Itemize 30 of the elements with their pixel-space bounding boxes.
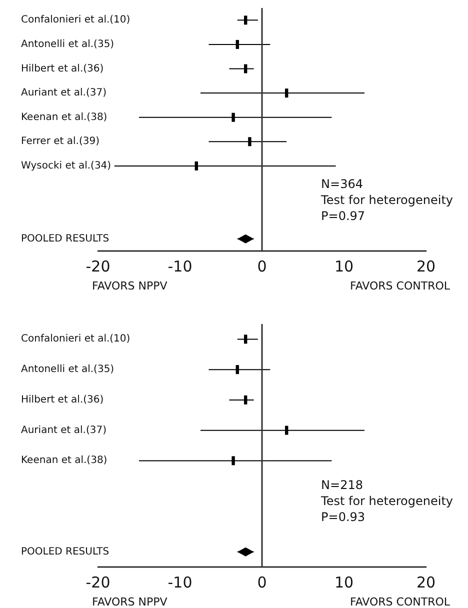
x-tick-label: 0 <box>257 258 267 276</box>
y-tick-label: Auriant et al.(37) <box>21 88 107 99</box>
y-tick-label: Keenan et al.(38) <box>21 455 108 466</box>
x-tick-label: -20 <box>86 258 110 276</box>
y-tick-label: Wysocki et al.(34) <box>21 160 112 172</box>
y-tick-label: Hilbert et al.(36) <box>21 394 104 406</box>
x-tick-label: -20 <box>86 574 110 592</box>
y-tick-label: POOLED RESULTS <box>21 546 110 558</box>
x-tick-label: -10 <box>168 574 192 592</box>
annotation: N=364 Test for heterogeneity P=0.97 <box>320 177 454 223</box>
x-tick-label: 10 <box>334 258 354 276</box>
y-tick-label: POOLED RESULTS <box>21 233 110 244</box>
y-tick-label: Auriant et al.(37) <box>21 424 107 436</box>
y-tick-label: Confalonieri et al.(10) <box>21 334 130 345</box>
text: FAVORS NPPV <box>92 596 168 608</box>
x-tick-label: 20 <box>416 258 436 276</box>
annotation: N=218 Test for heterogeneity P=0.93 <box>320 478 454 524</box>
x-tick-label: 10 <box>334 574 354 592</box>
text: FAVORS CONTROL <box>350 596 451 608</box>
x-tick-label: 0 <box>257 574 267 592</box>
text: FAVORS CONTROL <box>350 280 451 292</box>
x-tick-label: 20 <box>416 574 436 592</box>
y-tick-label: Confalonieri et al.(10) <box>21 14 130 26</box>
y-tick-label: Antonelli et al.(35) <box>21 364 114 376</box>
x-tick-label: -10 <box>168 258 192 276</box>
y-tick-label: Hilbert et al.(36) <box>21 63 104 74</box>
y-tick-label: Ferrer et al.(39) <box>21 136 100 148</box>
y-tick-label: Keenan et al.(38) <box>21 112 108 123</box>
text: FAVORS NPPV <box>92 280 168 292</box>
y-tick-label: Antonelli et al.(35) <box>21 38 114 50</box>
